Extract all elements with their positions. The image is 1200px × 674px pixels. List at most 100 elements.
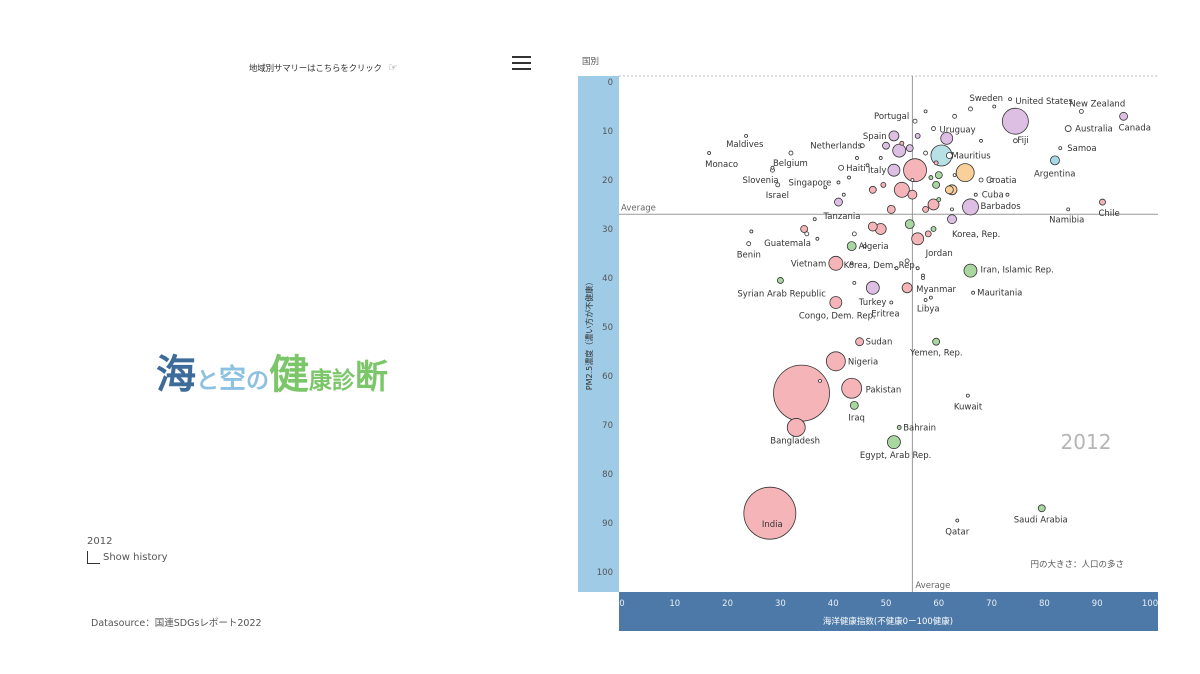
bubble-comoros[interactable] xyxy=(852,280,857,285)
bubble-mozambique[interactable] xyxy=(880,181,887,188)
bubble-korea-dem-rep-[interactable] xyxy=(915,266,920,271)
bubble-liberia[interactable] xyxy=(749,229,754,234)
bubble-indonesia[interactable] xyxy=(893,181,910,198)
bubble-vietnam[interactable] xyxy=(828,255,844,271)
bubble-grenada[interactable] xyxy=(815,236,820,241)
bubble-fiji[interactable] xyxy=(1012,138,1018,144)
bubble-croatia[interactable] xyxy=(978,177,984,183)
bubble-venezuela[interactable] xyxy=(934,171,943,180)
bubble-peru[interactable] xyxy=(927,198,940,211)
bubble-tonga[interactable] xyxy=(910,178,915,182)
bubble-oman[interactable] xyxy=(930,226,937,232)
bubble-libya-2[interactable] xyxy=(923,298,928,302)
bubble-sri-lanka[interactable] xyxy=(924,230,932,238)
bubble-iran-islamic-rep-[interactable] xyxy=(963,263,978,278)
bubble-uruguay[interactable] xyxy=(931,126,936,131)
bubble-cuba[interactable] xyxy=(973,192,978,197)
bubble-eritrea[interactable] xyxy=(889,300,894,305)
bubble-estonia[interactable] xyxy=(979,138,983,143)
hamburger-menu-icon[interactable] xyxy=(512,56,531,71)
bubble-uruguay-2[interactable] xyxy=(923,150,928,156)
bubble-saudi-arabia[interactable] xyxy=(1037,504,1046,513)
bubble-gambia[interactable] xyxy=(851,231,857,237)
bubble-iceland[interactable] xyxy=(992,104,997,109)
bubble-samoa[interactable] xyxy=(1058,146,1063,151)
bubble-sudan[interactable] xyxy=(855,337,864,347)
bubble-india[interactable] xyxy=(743,486,797,540)
bubble-mauritius[interactable] xyxy=(945,152,953,159)
bubble-somalia[interactable] xyxy=(899,140,905,146)
bubble-malaysia[interactable] xyxy=(904,219,915,230)
bubble-ukraine[interactable] xyxy=(944,185,954,195)
bubble-argentina[interactable] xyxy=(1050,155,1060,166)
bubble-panama[interactable] xyxy=(855,156,859,160)
bubble-iraq[interactable] xyxy=(849,400,859,410)
bubble-russian-federation[interactable] xyxy=(955,163,975,183)
bubble-malta[interactable] xyxy=(823,185,828,190)
bubble-australia[interactable] xyxy=(1064,125,1072,132)
bubble-portugal[interactable] xyxy=(912,118,918,124)
bubble-philippines[interactable] xyxy=(907,189,918,200)
bubble-qatar-2[interactable] xyxy=(921,276,925,280)
bubble-nigeria-2[interactable] xyxy=(818,378,822,383)
bubble-jordan[interactable] xyxy=(911,232,925,246)
bubble-denmark[interactable] xyxy=(923,109,928,114)
bubble-finland[interactable] xyxy=(1008,97,1012,102)
bubble-netherlands[interactable] xyxy=(859,143,865,149)
bubble-costa-rica[interactable] xyxy=(878,156,883,160)
bubble-maldives[interactable] xyxy=(744,133,748,138)
bubble-new-zealand[interactable] xyxy=(1078,109,1084,114)
bubble-israel[interactable] xyxy=(775,182,781,188)
bubble-mauritania[interactable] xyxy=(971,290,976,295)
bubble-singapore[interactable] xyxy=(836,180,841,185)
bubble-south-africa[interactable] xyxy=(940,131,954,145)
bubble-bahrain[interactable] xyxy=(896,425,902,430)
bubble-togo[interactable] xyxy=(804,231,810,237)
regional-summary-link[interactable]: 地域別サマリーはこちらをクリック ☞ xyxy=(249,61,398,74)
bubble-korea-rep-[interactable] xyxy=(947,214,957,225)
bubble-lebanon[interactable] xyxy=(928,175,934,180)
bubble-bulgaria[interactable] xyxy=(952,173,957,178)
bubble-suriname[interactable] xyxy=(865,163,870,168)
bubble-france[interactable] xyxy=(905,144,914,153)
bubble-sweden[interactable] xyxy=(968,106,973,112)
checkbox-icon[interactable] xyxy=(87,551,100,564)
bubble-mexico[interactable] xyxy=(903,158,927,183)
bubble-cyprus[interactable] xyxy=(841,192,846,197)
bubble-nigeria[interactable] xyxy=(825,351,846,372)
bubble-algeria[interactable] xyxy=(846,241,857,252)
bubble-pakistan[interactable] xyxy=(841,377,863,399)
bubble-canada[interactable] xyxy=(1119,111,1128,121)
bubble-egypt-arab-rep-[interactable] xyxy=(887,435,901,450)
bubble-turkey[interactable] xyxy=(865,280,880,295)
bubble-myanmar[interactable] xyxy=(901,282,913,294)
bubble-haiti[interactable] xyxy=(838,164,845,171)
bubble-congo-dem-rep-[interactable] xyxy=(829,296,843,309)
bubble-bangladesh[interactable] xyxy=(786,418,806,437)
bubble-kiribati[interactable] xyxy=(989,178,994,182)
bubble-benin[interactable] xyxy=(746,241,752,247)
bubble-italy[interactable] xyxy=(887,163,901,177)
bubble-yemen-rep-[interactable] xyxy=(932,337,941,346)
bubble-chile[interactable] xyxy=(1099,198,1106,206)
bubble-namibia[interactable] xyxy=(1066,207,1071,212)
bubble-tunisia[interactable] xyxy=(936,197,942,203)
bubble-libya[interactable] xyxy=(928,295,933,300)
bubble-guatemala[interactable] xyxy=(800,225,809,233)
show-history-toggle[interactable]: Show history xyxy=(87,551,168,564)
bubble-seychelles[interactable] xyxy=(1005,192,1010,197)
bubble-china[interactable] xyxy=(773,364,830,422)
bubble-dominica[interactable] xyxy=(812,217,817,222)
bubble-senegal[interactable] xyxy=(862,244,867,249)
bubble-norway[interactable] xyxy=(952,113,958,119)
bubble-cameroon[interactable] xyxy=(868,185,877,194)
bubble-ecuador[interactable] xyxy=(867,221,878,232)
bubble-spain[interactable] xyxy=(888,130,900,142)
bubble-united-states[interactable] xyxy=(1001,107,1029,135)
regional-summary-label[interactable]: 地域別サマリーはこちらをクリック xyxy=(249,64,382,74)
bubble-madagascar[interactable] xyxy=(933,160,939,166)
bubble-belgium[interactable] xyxy=(788,150,794,156)
bubble-morocco[interactable] xyxy=(932,180,941,189)
bubble-ireland[interactable] xyxy=(914,132,921,139)
bubble-kuwait[interactable] xyxy=(965,393,970,398)
